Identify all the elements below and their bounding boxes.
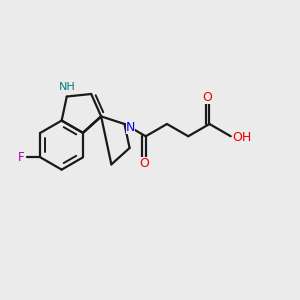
Text: N: N [126,121,135,134]
Text: O: O [139,157,149,169]
Text: NH: NH [58,82,75,92]
Text: F: F [17,151,24,164]
Text: OH: OH [232,131,252,144]
Text: O: O [202,91,212,104]
